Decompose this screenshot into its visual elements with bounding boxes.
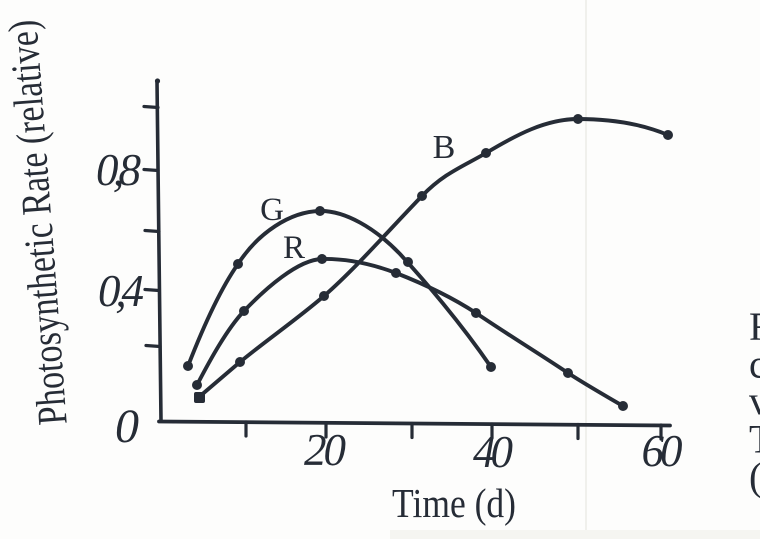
svg-text:Photosynthetic Rate (relative): Photosynthetic Rate (relative) [0,18,76,426]
svg-text:Time (d): Time (d) [392,480,516,526]
svg-text:R: R [283,230,305,266]
svg-text:40: 40 [473,427,513,477]
svg-text:F: F [749,304,760,349]
svg-text:60: 60 [642,426,683,476]
svg-text:B: B [433,129,456,166]
svg-text:0,8: 0,8 [96,145,141,195]
svg-text:20: 20 [304,425,346,475]
svg-text:0: 0 [115,400,139,453]
svg-text:0,4: 0,4 [98,266,144,316]
svg-text:c: c [749,342,760,387]
svg-text:G: G [260,192,284,228]
svg-text:v: v [749,378,760,423]
svg-text:T: T [749,417,760,462]
svg-text:(: ( [749,454,760,499]
